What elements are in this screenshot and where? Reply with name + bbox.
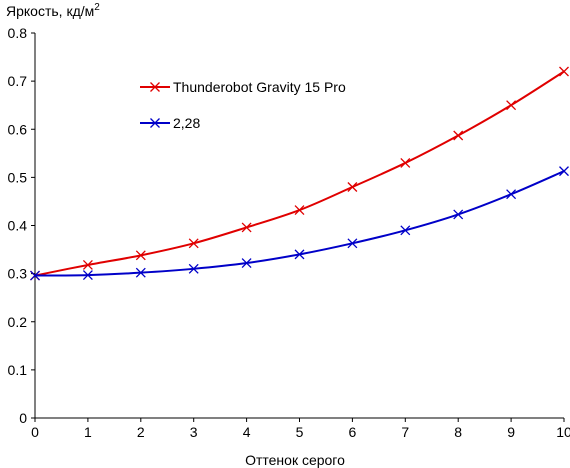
data-point-marker bbox=[400, 225, 411, 236]
y-tick-label: 0 bbox=[19, 410, 27, 426]
y-tick-label: 0.6 bbox=[8, 121, 28, 137]
y-axis-label-text: Яркость, кд/м bbox=[6, 3, 94, 19]
x-tick-label: 1 bbox=[84, 424, 92, 440]
legend-label: 2,28 bbox=[173, 115, 200, 131]
legend-marker bbox=[150, 82, 160, 92]
x-axis-label: Оттенок серого bbox=[245, 452, 345, 468]
data-point-marker bbox=[30, 270, 40, 281]
x-tick-label: 10 bbox=[556, 424, 570, 440]
data-point-marker bbox=[135, 250, 146, 261]
x-tick-label: 9 bbox=[507, 424, 515, 440]
data-point-marker bbox=[188, 238, 199, 249]
x-tick-label: 2 bbox=[137, 424, 145, 440]
y-tick-label: 0.4 bbox=[8, 218, 28, 234]
legend: Thunderobot Gravity 15 Pro 2,28 bbox=[140, 79, 346, 131]
data-point-marker bbox=[506, 189, 517, 200]
legend-item: 2,28 bbox=[140, 115, 200, 131]
ticks: 0 1 2 3 4 5 6 7 8 9 10 0 0.1 0.2 0.3 0.4 0.5 0.6 0.7 0.8 bbox=[8, 25, 570, 440]
series-line bbox=[34, 70, 565, 277]
x-tick-label: 6 bbox=[349, 424, 357, 440]
data-point-marker bbox=[188, 263, 199, 274]
data-point-marker bbox=[82, 260, 93, 270]
x-tick-label: 3 bbox=[190, 424, 198, 440]
data-point-marker bbox=[347, 182, 358, 192]
data-point-marker bbox=[506, 100, 517, 111]
y-axis-label: Яркость, кд/м2 bbox=[6, 2, 100, 19]
series-layer bbox=[30, 66, 569, 281]
legend-marker bbox=[150, 118, 160, 128]
data-point-marker bbox=[453, 130, 464, 141]
legend-label: Thunderobot Gravity 15 Pro bbox=[173, 79, 346, 95]
y-tick-label: 0.5 bbox=[8, 169, 28, 185]
x-tick-label: 7 bbox=[401, 424, 409, 440]
data-point-marker bbox=[400, 157, 411, 168]
x-tick-label: 0 bbox=[31, 424, 39, 440]
data-point-marker bbox=[241, 258, 252, 268]
y-tick-label: 0.8 bbox=[8, 25, 28, 41]
y-tick-label: 0.7 bbox=[8, 73, 28, 89]
data-point-marker bbox=[241, 222, 252, 233]
y-tick-label: 0.2 bbox=[8, 314, 28, 330]
x-tick-label: 4 bbox=[243, 424, 251, 440]
data-point-marker bbox=[294, 205, 305, 216]
data-point-marker bbox=[135, 267, 146, 278]
y-axis-label-superscript: 2 bbox=[94, 2, 100, 13]
data-point-marker bbox=[294, 249, 305, 260]
x-tick-label: 8 bbox=[454, 424, 462, 440]
data-point-marker bbox=[559, 166, 569, 177]
data-point-marker bbox=[347, 238, 358, 249]
y-tick-label: 0.1 bbox=[8, 362, 28, 378]
data-point-marker bbox=[559, 66, 569, 77]
legend-item: Thunderobot Gravity 15 Pro bbox=[140, 79, 346, 95]
y-tick-label: 0.3 bbox=[8, 266, 28, 282]
series-2 bbox=[30, 166, 569, 281]
series-1 bbox=[30, 66, 569, 281]
data-point-marker bbox=[82, 270, 93, 281]
data-point-marker bbox=[453, 209, 464, 220]
x-tick-label: 5 bbox=[296, 424, 304, 440]
